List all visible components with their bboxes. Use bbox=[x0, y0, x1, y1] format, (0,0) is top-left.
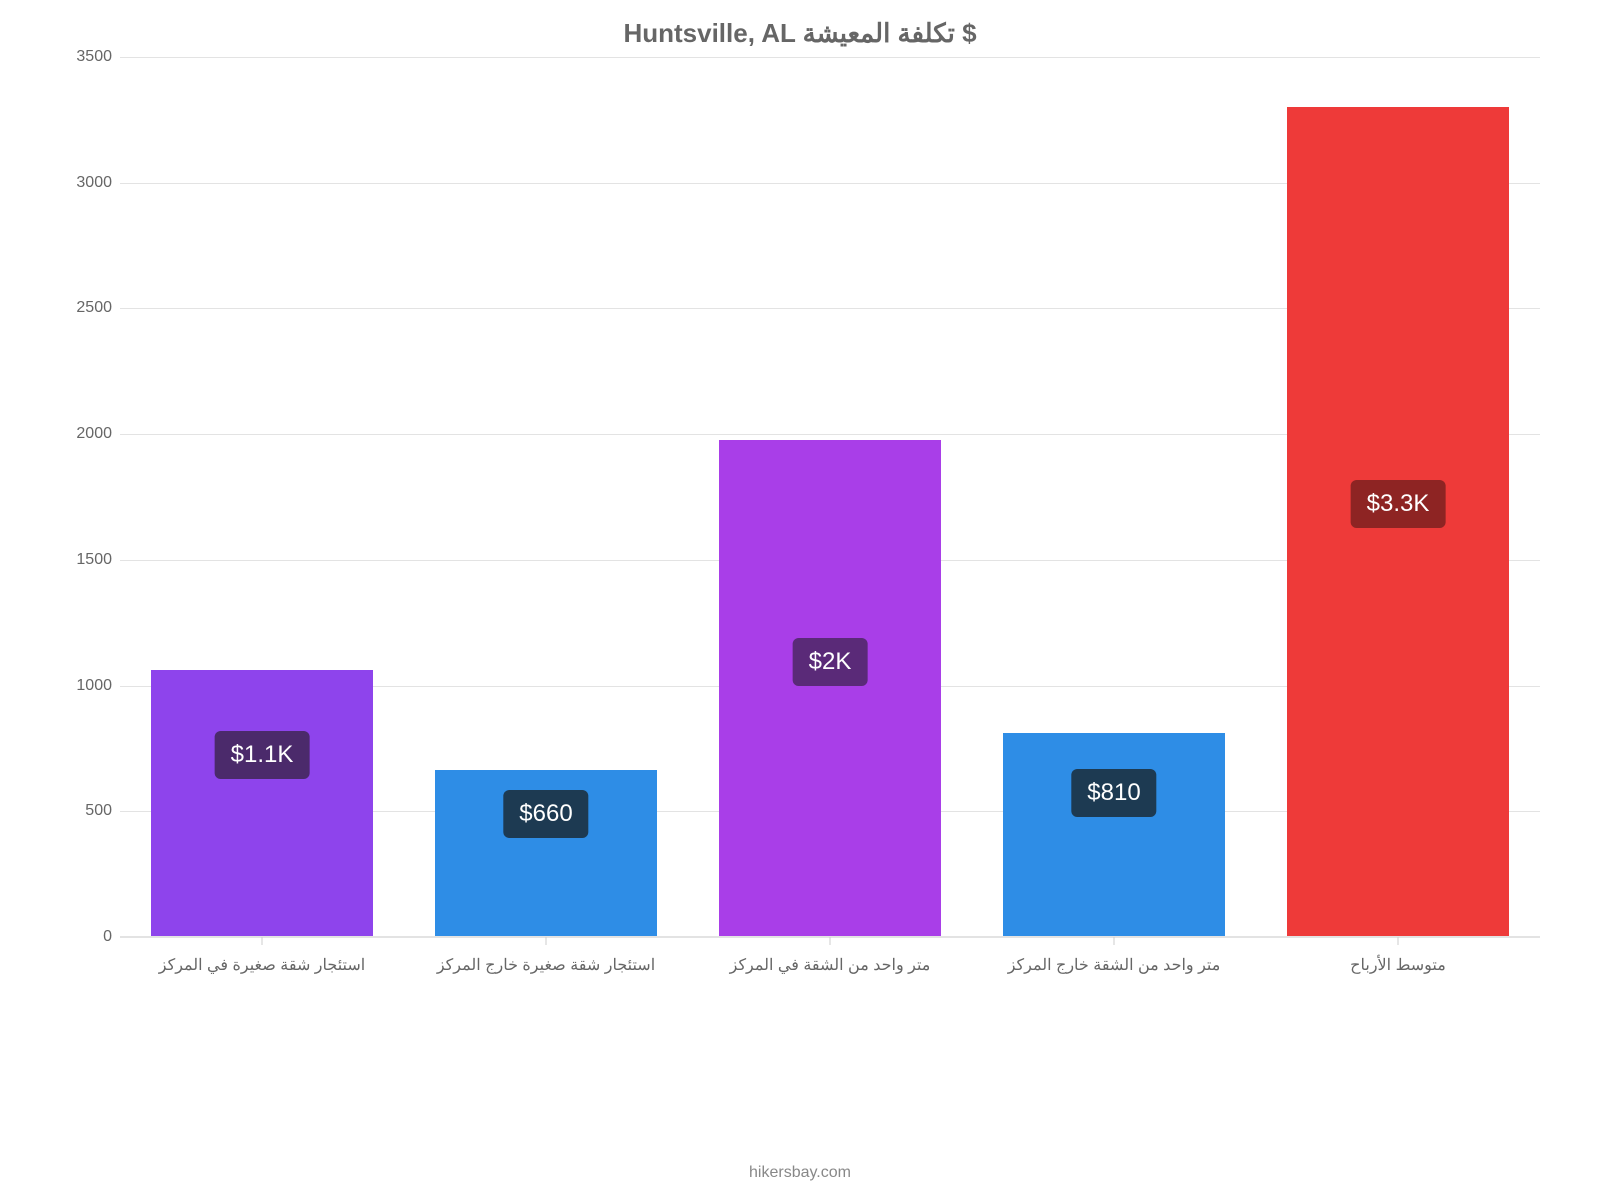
bars-area: $1.1K $660 $2K $810 $3.3K bbox=[120, 57, 1540, 937]
x-label-wrap: استئجار شقة صغيرة خارج المركز bbox=[404, 937, 688, 975]
value-badge: $1.1K bbox=[215, 731, 310, 779]
x-tick bbox=[1114, 937, 1115, 945]
attribution: hikersbay.com bbox=[0, 1164, 1600, 1182]
bar-slot: $3.3K bbox=[1256, 57, 1540, 936]
y-tick-label: 3000 bbox=[76, 174, 112, 192]
y-tick-label: 2000 bbox=[76, 425, 112, 443]
x-tick bbox=[1398, 937, 1399, 945]
chart-title: Huntsville, AL تكلفة المعيشة $ bbox=[60, 18, 1540, 49]
value-badge: $3.3K bbox=[1351, 480, 1446, 528]
bar-slot: $1.1K bbox=[120, 57, 404, 936]
x-tick bbox=[262, 937, 263, 945]
value-badge: $660 bbox=[503, 790, 588, 838]
bar: $810 bbox=[1003, 733, 1225, 936]
bar: $1.1K bbox=[151, 670, 373, 936]
x-label-wrap: متر واحد من الشقة خارج المركز bbox=[972, 937, 1256, 975]
bar: $3.3K bbox=[1287, 107, 1509, 936]
y-axis: 0500100015002000250030003500 bbox=[60, 57, 120, 937]
x-label-wrap: متوسط الأرباح bbox=[1256, 937, 1540, 975]
x-label-wrap: متر واحد من الشقة في المركز bbox=[688, 937, 972, 975]
bar-slot: $660 bbox=[404, 57, 688, 936]
bar-slot: $810 bbox=[972, 57, 1256, 936]
bar: $660 bbox=[435, 770, 657, 936]
y-tick-label: 3500 bbox=[76, 48, 112, 66]
bar: $2K bbox=[719, 440, 941, 936]
y-tick-label: 500 bbox=[85, 802, 112, 820]
y-tick-label: 0 bbox=[103, 928, 112, 946]
x-axis-labels: استئجار شقة صغيرة في المركزاستئجار شقة ص… bbox=[120, 937, 1540, 975]
x-label-wrap: استئجار شقة صغيرة في المركز bbox=[120, 937, 404, 975]
value-badge: $810 bbox=[1071, 769, 1156, 817]
y-tick-label: 1000 bbox=[76, 677, 112, 695]
y-tick-label: 1500 bbox=[76, 551, 112, 569]
value-badge: $2K bbox=[793, 638, 868, 686]
x-tick bbox=[830, 937, 831, 945]
plot-area: 0500100015002000250030003500 $1.1K$660$2… bbox=[60, 57, 1540, 937]
chart-container: Huntsville, AL تكلفة المعيشة $ 0 500 1000 1… bbox=[0, 0, 1600, 1200]
y-tick-label: 2500 bbox=[76, 299, 112, 317]
x-tick bbox=[546, 937, 547, 945]
bar-slot: $2K bbox=[688, 57, 972, 936]
